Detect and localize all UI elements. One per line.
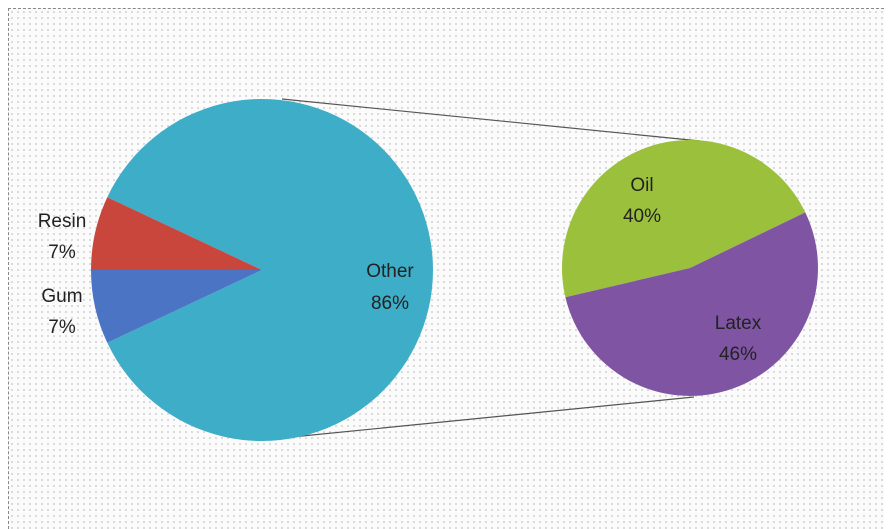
slice-label-other: Other <box>366 261 414 282</box>
pie-slice-latex <box>565 212 818 396</box>
connector-lines <box>281 98 701 438</box>
slice-value-resin: 7% <box>48 242 76 263</box>
slice-label-latex: Latex <box>715 313 762 334</box>
pie-slice-other <box>107 99 433 442</box>
connector-line-bottom <box>291 396 695 438</box>
connector-line-top <box>281 98 701 142</box>
pie-slice-oil <box>561 139 806 298</box>
slice-label-gum: Gum <box>41 286 82 307</box>
pie-slice-resin <box>91 197 262 270</box>
slice-value-gum: 7% <box>48 317 76 338</box>
sub-pie <box>561 139 818 396</box>
slice-value-other: 86% <box>371 293 409 314</box>
slice-value-oil: 40% <box>623 206 661 227</box>
slice-value-latex: 46% <box>719 344 757 365</box>
pie-slice-gum <box>91 270 262 343</box>
slice-label-oil: Oil <box>630 175 653 196</box>
main-pie <box>91 99 433 442</box>
slice-label-resin: Resin <box>38 211 87 232</box>
